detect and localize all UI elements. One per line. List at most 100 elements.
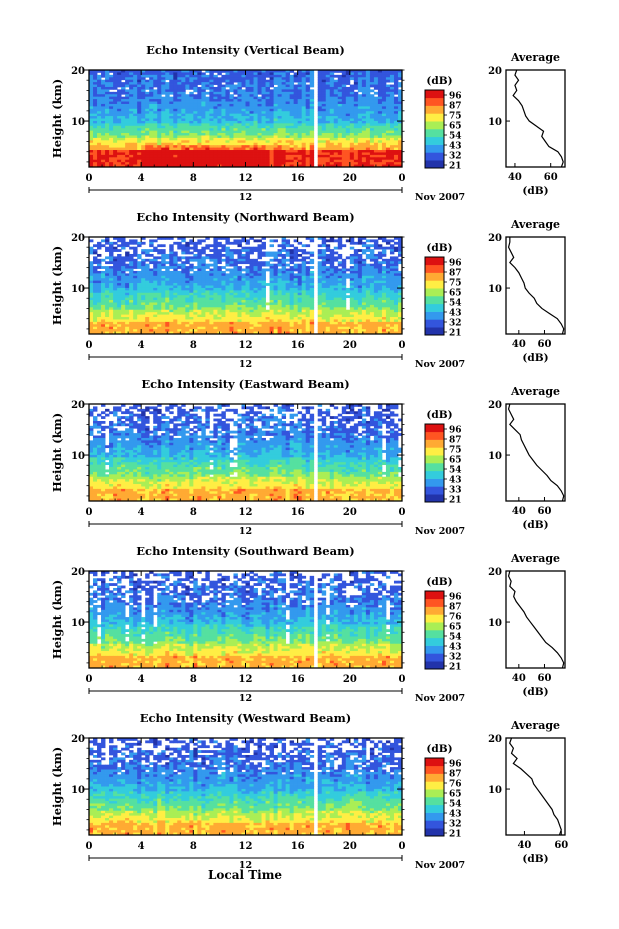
heatmap-cell [253,140,258,144]
heatmap-cell [161,295,166,299]
heatmap-cell [317,116,323,119]
heatmap-cell [305,162,311,165]
heatmap-cell [125,150,130,153]
heatmap-cell [89,283,94,286]
heatmap-cell [337,246,343,250]
heatmap-cell [137,270,142,274]
heatmap-cell [185,120,190,124]
heatmap-cell [269,140,274,144]
heatmap-cell [161,108,166,112]
heatmap-cell [393,263,399,267]
heatmap-cell [125,159,130,163]
heatmap-cell [177,241,182,245]
heatmap-cell [217,77,222,81]
heatmap-cell [225,101,230,105]
heatmap-cell [333,130,339,134]
heatmap-cell [145,123,150,127]
heatmap-cell [373,79,379,83]
heatmap-cell [201,295,206,299]
heatmap-cell [321,133,327,136]
heatmap-cell [117,133,122,136]
heatmap-cell [245,128,250,132]
heatmap-cell [341,300,347,303]
heatmap-cell [253,273,258,277]
heatmap-cell [321,142,327,146]
heatmap-cell [281,111,287,115]
heatmap-cell [269,268,274,272]
heatmap-cell [397,244,402,248]
heatmap-cell [365,150,371,153]
heatmap-cell [349,106,355,110]
heatmap-cell [177,302,182,306]
heatmap-cell [217,94,222,98]
heatmap-cell [305,152,311,156]
heatmap-cell [333,101,339,105]
heatmap-cell [353,283,359,286]
heatmap-cell [381,70,387,73]
heatmap-cell [109,125,114,129]
heatmap-cell [93,157,98,161]
heatmap-cell [133,125,138,129]
heatmap-cell [245,302,250,306]
heatmap-cell [105,266,110,269]
heatmap-cell [225,278,230,282]
heatmap-cell [193,258,198,262]
heatmap-cell [229,125,234,129]
heatmap-cell [193,103,198,107]
heatmap-cell [253,101,258,105]
heatmap-cell [117,154,122,158]
heatmap-cell [297,79,303,83]
heatmap-cell [209,74,214,78]
heatmap-cell [377,253,383,257]
heatmap-cell [97,157,102,161]
heatmap-cell [165,297,170,301]
heatmap-cell [185,133,190,136]
heatmap-cell [97,285,102,289]
heatmap-cell [317,137,323,141]
heatmap-cell [93,270,98,274]
heatmap-cell [89,86,94,90]
heatmap-cell [301,116,307,119]
heatmap-cell [369,280,375,284]
heatmap-cell [317,287,323,291]
heatmap-cell [113,300,118,303]
heatmap-cell [325,270,331,274]
heatmap-cell [201,135,206,139]
heatmap-cell [193,304,198,308]
heatmap-cell [281,140,287,144]
heatmap-cell [181,268,186,272]
heatmap-cell [369,157,375,161]
heatmap-cell [225,123,230,127]
heatmap-cell [329,164,335,167]
heatmap-cell [261,150,266,153]
heatmap-cell [209,300,214,303]
heatmap-cell [353,79,359,83]
heatmap-cell [89,164,94,167]
heatmap-cell [361,251,367,255]
heatmap-cell [165,287,170,291]
heatmap-cell [321,84,327,88]
heatmap-cell [165,113,170,117]
heatmap-cell [193,125,198,129]
heatmap-cell [125,82,130,85]
heatmap-cell [189,96,194,100]
heatmap-cell [97,130,102,134]
heatmap-cell [197,239,202,243]
heatmap-cell [373,116,379,119]
heatmap-cell [281,130,287,134]
heatmap-cell [309,91,315,95]
heatmap-cell [273,106,278,110]
heatmap-cell [253,159,258,163]
heatmap-cell [101,135,106,139]
heatmap-cell [189,79,194,83]
heatmap-cell [193,140,198,144]
heatmap-cell [333,125,339,129]
heatmap-cell [361,96,367,100]
heatmap-cell [277,154,283,158]
heatmap-cell [253,292,258,296]
heatmap-cell [337,164,343,167]
heatmap-cell [89,118,94,122]
heatmap-cell [169,147,174,151]
heatmap-cell [149,275,154,279]
heatmap-cell [217,280,222,284]
